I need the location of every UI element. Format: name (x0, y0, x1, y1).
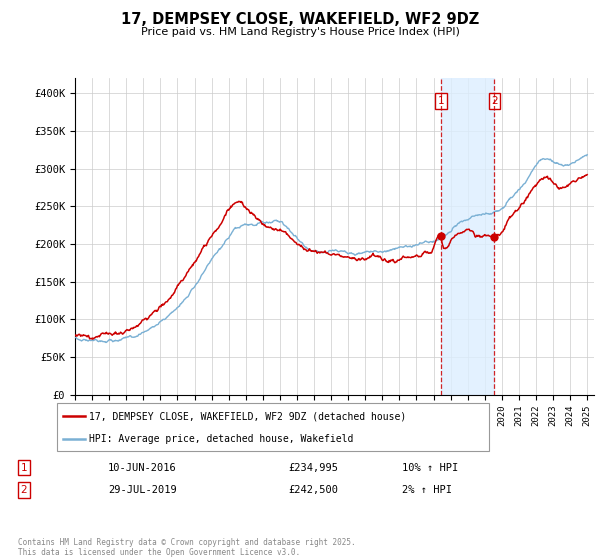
Text: 10% ↑ HPI: 10% ↑ HPI (402, 463, 458, 473)
Text: 1: 1 (20, 463, 28, 473)
FancyBboxPatch shape (57, 403, 489, 451)
Text: £234,995: £234,995 (288, 463, 338, 473)
Text: HPI: Average price, detached house, Wakefield: HPI: Average price, detached house, Wake… (89, 434, 354, 444)
Text: 2% ↑ HPI: 2% ↑ HPI (402, 485, 452, 495)
Text: 17, DEMPSEY CLOSE, WAKEFIELD, WF2 9DZ: 17, DEMPSEY CLOSE, WAKEFIELD, WF2 9DZ (121, 12, 479, 27)
Text: 2: 2 (20, 485, 28, 495)
Text: Price paid vs. HM Land Registry's House Price Index (HPI): Price paid vs. HM Land Registry's House … (140, 27, 460, 37)
Text: 1: 1 (438, 96, 445, 106)
Text: £242,500: £242,500 (288, 485, 338, 495)
Text: 17, DEMPSEY CLOSE, WAKEFIELD, WF2 9DZ (detached house): 17, DEMPSEY CLOSE, WAKEFIELD, WF2 9DZ (d… (89, 411, 407, 421)
Text: Contains HM Land Registry data © Crown copyright and database right 2025.
This d: Contains HM Land Registry data © Crown c… (18, 538, 356, 557)
Text: 10-JUN-2016: 10-JUN-2016 (108, 463, 177, 473)
Text: 2: 2 (491, 96, 498, 106)
Text: 29-JUL-2019: 29-JUL-2019 (108, 485, 177, 495)
Bar (441, 78, 494, 395)
